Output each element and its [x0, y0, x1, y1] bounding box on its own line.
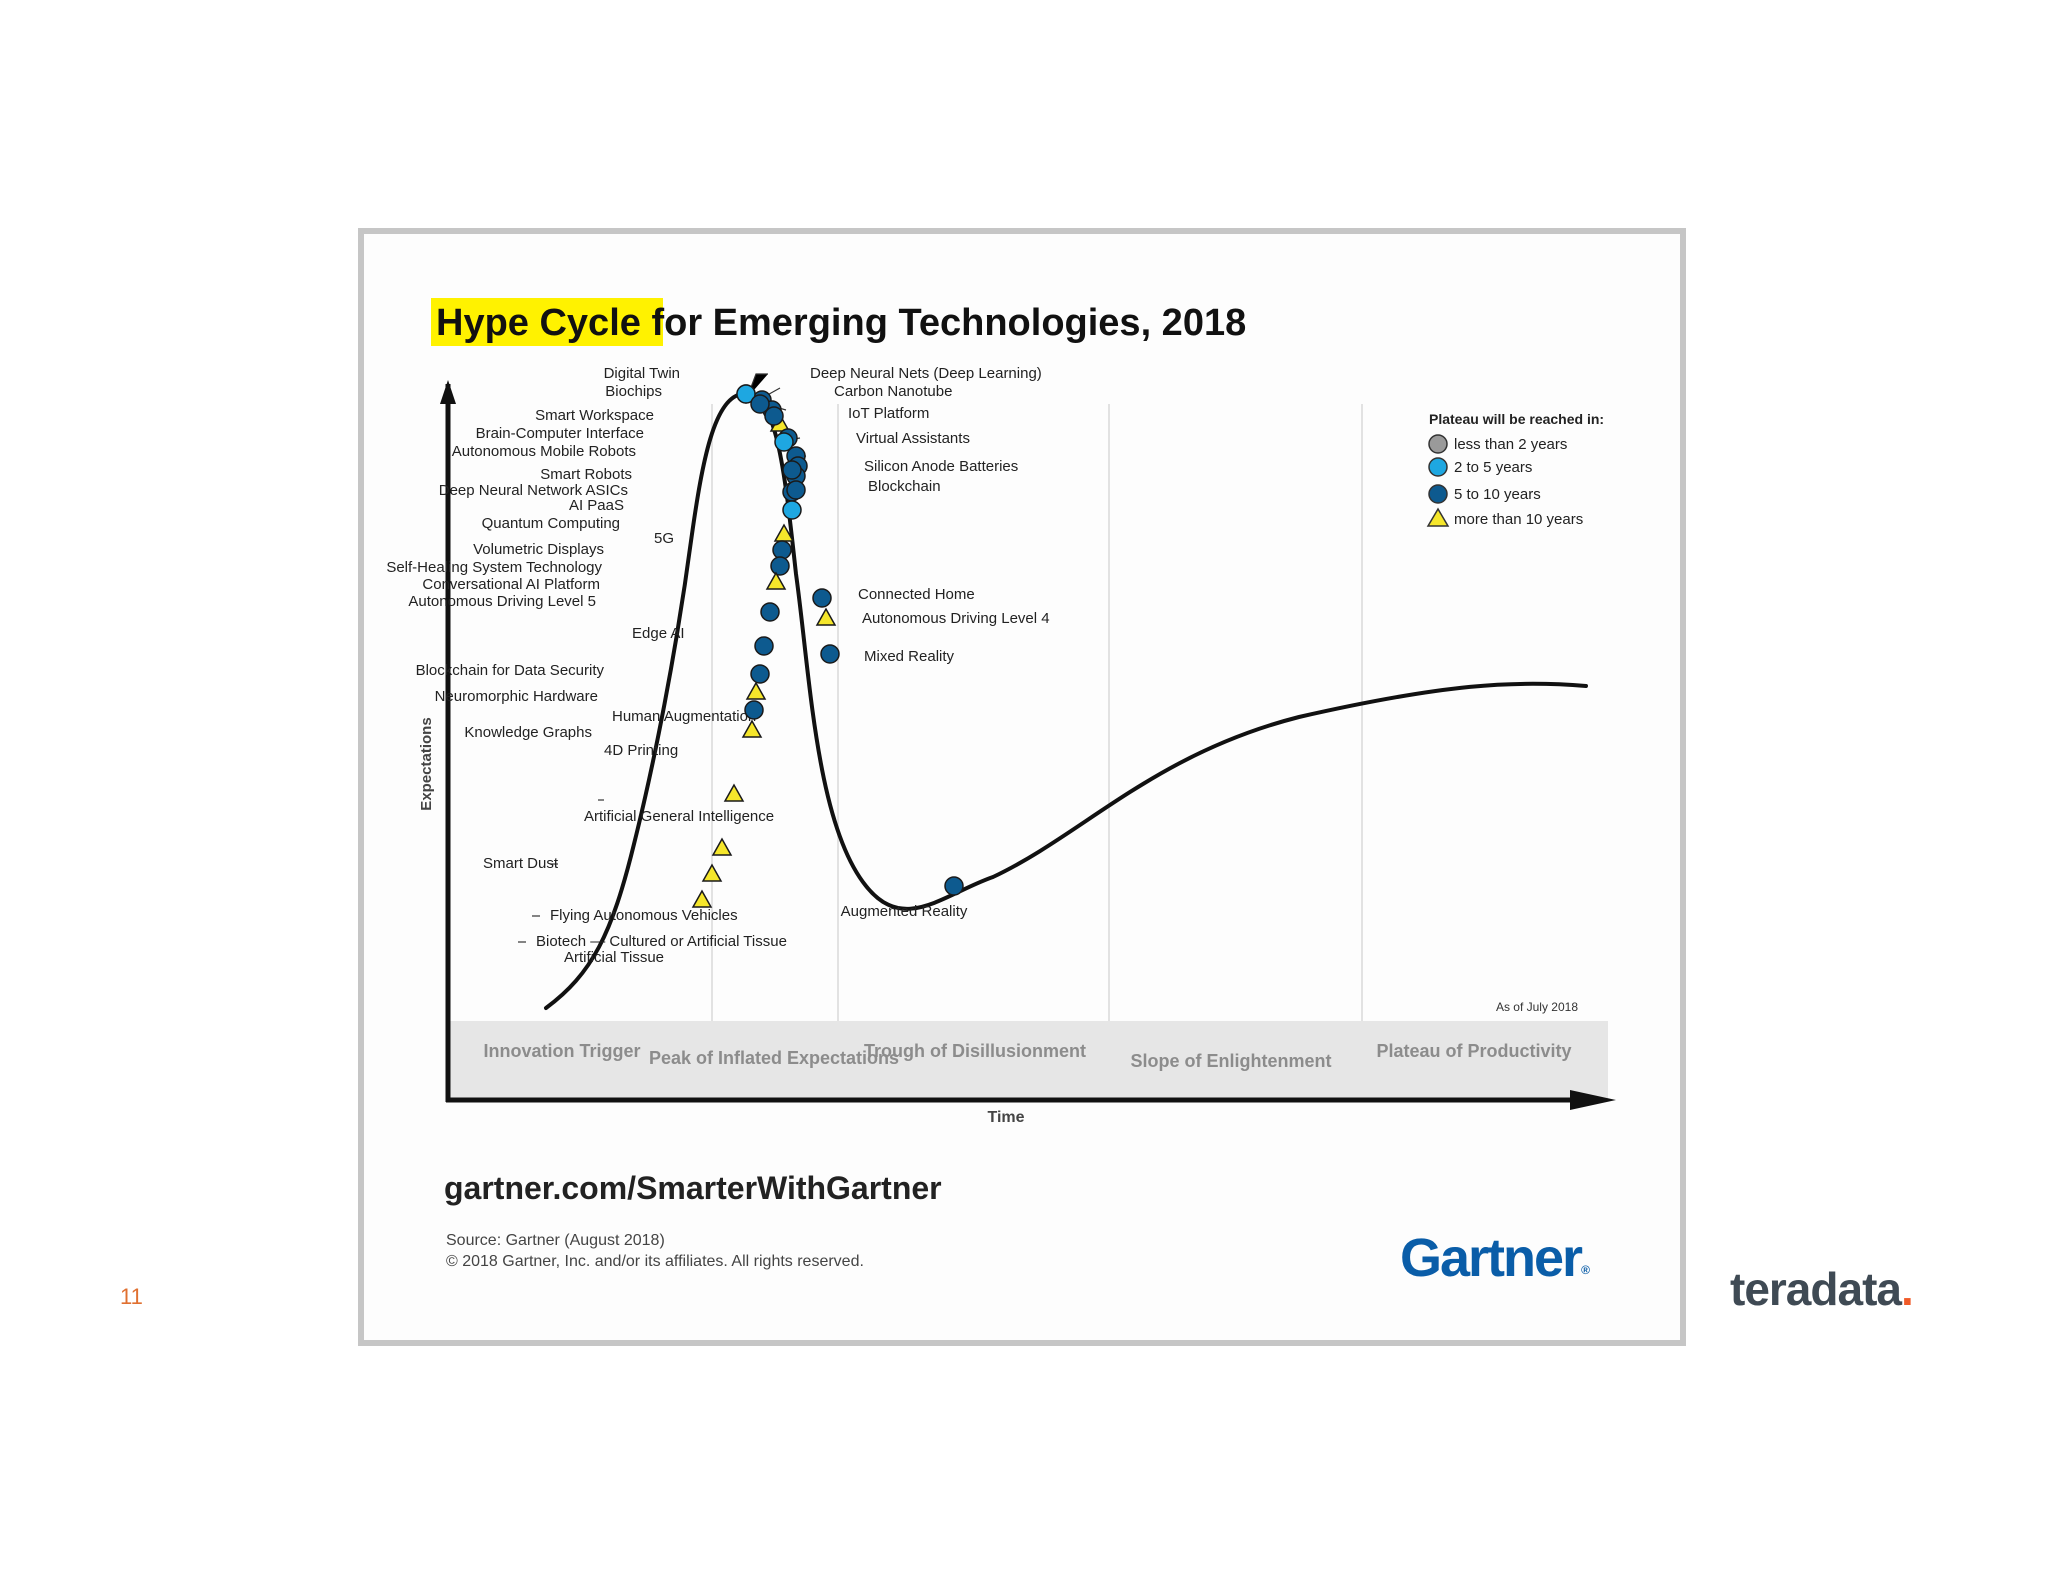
tech-label: Mixed Reality — [864, 648, 955, 665]
tech-label: IoT Platform — [848, 405, 929, 422]
tech-label: Blockchain — [868, 478, 941, 495]
legend-label: 5 to 10 years — [1454, 486, 1541, 503]
tech-marker-autonomous-driving-level-5 — [765, 571, 787, 590]
tech-marker-iot-platform — [764, 406, 784, 426]
tech-label: Brain-Computer Interface — [476, 425, 644, 442]
tech-marker-edge-ai — [760, 602, 780, 622]
tech-label: Silicon Anode Batteries — [864, 458, 1018, 475]
phase-trough: Trough of Disillusionment — [864, 1041, 1086, 1061]
tech-marker-knowledge-graphs — [744, 700, 764, 720]
tech-marker-smart-dust — [711, 837, 733, 856]
y-axis-arrow — [440, 380, 456, 404]
tech-label: Volumetric Displays — [473, 541, 604, 558]
tech-label: Blockchain for Data Security — [416, 662, 605, 679]
tech-marker-connected-home — [812, 588, 832, 608]
tech-label: Carbon Nanotube — [834, 383, 952, 400]
copyright-text: © 2018 Gartner, Inc. and/or its affiliat… — [446, 1253, 864, 1270]
tech-label: 5G — [654, 530, 674, 547]
tech-label: Conversational AI Platform — [422, 576, 600, 593]
tech-label: Digital Twin — [604, 365, 680, 382]
legend-marker-gray — [1428, 434, 1448, 454]
hype-cycle-figure: Hype Cycle for Emerging Technologies, 20… — [358, 228, 1686, 1346]
legend-label: 2 to 5 years — [1454, 459, 1532, 476]
tech-marker-augmented-reality — [944, 876, 964, 896]
gartner-logo: Gartner® — [1400, 1228, 1590, 1288]
tech-marker-blockchain-for-data-security — [754, 636, 774, 656]
legend-label: more than 10 years — [1454, 511, 1583, 528]
tech-label: Artificial General Intelligence — [584, 808, 774, 825]
legend-title: Plateau will be reached in: — [1429, 411, 1604, 427]
tech-label: Autonomous Mobile Robots — [452, 443, 636, 460]
legend-marker-light-blue — [1428, 457, 1448, 477]
tech-label: Neuromorphic Hardware — [435, 688, 598, 705]
tech-label: Connected Home — [858, 586, 975, 603]
tech-marker-neuromorphic-hardware — [750, 664, 770, 684]
tech-marker-blockchain — [786, 480, 806, 500]
tech-label: Human Augmentation — [612, 708, 756, 725]
tech-label: AI PaaS — [569, 497, 624, 514]
tech-marker-conversational-ai-platform — [770, 556, 790, 576]
tech-label: Deep Neural Network ASICs — [439, 482, 628, 499]
x-axis-label: Time — [987, 1109, 1024, 1126]
phase-innovation-trigger: Innovation Trigger — [483, 1041, 640, 1061]
tech-marker-biotech-cultured-or-artificial-tissue — [691, 889, 713, 908]
tech-marker-mixed-reality — [820, 644, 840, 664]
legend-marker-dark-blue — [1428, 484, 1448, 504]
tech-label: Augmented Reality — [841, 903, 968, 920]
legend: Plateau will be reached in: less than 2 … — [1426, 411, 1604, 528]
tech-label: Knowledge Graphs — [464, 724, 592, 741]
tech-label: Virtual Assistants — [856, 430, 970, 447]
tech-marker-artificial-general-intelligence — [723, 783, 745, 802]
tech-label: Self-Healing System Technology — [386, 559, 602, 576]
tech-label: Deep Neural Nets (Deep Learning) — [810, 365, 1042, 382]
tech-marker-5g — [782, 500, 802, 520]
brand-name: teradata — [1730, 1263, 1902, 1315]
tech-marker-carbon-nanotube — [750, 394, 770, 414]
title-highlight: Hype Cycle — [436, 302, 641, 344]
tech-marker-silicon-anode-batteries — [782, 460, 802, 480]
as-of-date: As of July 2018 — [1496, 1000, 1578, 1014]
title-rest: for Emerging Technologies, 2018 — [641, 302, 1246, 344]
phase-plateau: Plateau of Productivity — [1376, 1041, 1571, 1061]
tech-label: Smart Workspace — [535, 407, 654, 424]
legend-marker-triangle — [1426, 507, 1450, 527]
tech-label: Quantum Computing — [482, 515, 620, 532]
source-text: Source: Gartner (August 2018) — [446, 1232, 665, 1249]
y-axis-label: Expectations — [418, 717, 435, 810]
tech-marker-autonomous-driving-level-4 — [815, 607, 837, 626]
tech-label: Autonomous Driving Level 4 — [862, 610, 1050, 627]
tech-label: Biochips — [605, 383, 662, 400]
phase-peak: Peak of Inflated Expectations — [649, 1048, 899, 1068]
tech-marker-4d-printing — [741, 719, 763, 738]
hype-cycle-diagram: Hype Cycle for Emerging Technologies, 20… — [386, 298, 1616, 1288]
chart-title: Hype Cycle for Emerging Technologies, 20… — [436, 302, 1246, 344]
tech-label: Smart Dust — [483, 855, 559, 872]
teradata-logo: teradata. — [1730, 1262, 1914, 1316]
technology-markers — [691, 384, 964, 908]
brand-dot: . — [1900, 1263, 1914, 1315]
phase-band — [448, 1021, 1608, 1099]
tech-marker-human-augmentation — [745, 681, 767, 700]
tech-label-continued: Artificial Tissue — [564, 949, 664, 966]
tech-label: 4D Printing — [604, 742, 678, 759]
tech-label: Autonomous Driving Level 5 — [408, 593, 596, 610]
tech-label: Biotech — Cultured or Artificial Tissue — [536, 933, 787, 950]
tech-marker-self-healing-system-technology — [772, 540, 792, 560]
slide-number: 11 — [120, 1284, 143, 1309]
x-axis-arrow — [1570, 1090, 1616, 1110]
tech-label: Edge AI — [632, 625, 685, 642]
tech-marker-flying-autonomous-vehicles — [701, 863, 723, 882]
gartner-url: gartner.com/SmarterWithGartner — [444, 1170, 942, 1206]
technology-labels: Digital Twin Biochips Smart Workspace Br… — [386, 365, 1049, 966]
tech-label: Flying Autonomous Vehicles — [550, 907, 738, 924]
tech-marker-virtual-assistants — [774, 432, 794, 452]
title-highlight-box — [431, 298, 663, 346]
legend-label: less than 2 years — [1454, 436, 1567, 453]
hype-curve — [544, 391, 1588, 1010]
tech-label: Smart Robots — [540, 466, 632, 483]
phase-slope: Slope of Enlightenment — [1131, 1051, 1332, 1071]
tech-marker-deep-neural-nets-deep-learning — [736, 384, 756, 404]
